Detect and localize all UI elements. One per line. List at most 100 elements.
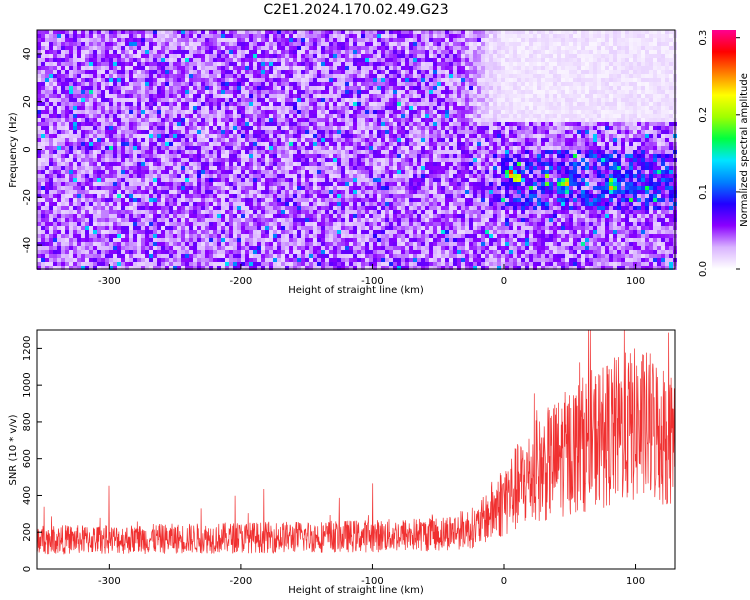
heatmap-cell xyxy=(241,126,245,130)
heatmap-cell xyxy=(625,130,629,134)
heatmap-cell xyxy=(597,130,601,134)
heatmap-cell xyxy=(61,66,65,70)
heatmap-cell xyxy=(45,30,49,34)
heatmap-cell xyxy=(53,138,57,142)
heatmap-cell xyxy=(553,146,557,150)
heatmap-cell xyxy=(469,102,473,106)
heatmap-cell xyxy=(269,118,273,122)
heatmap-cell xyxy=(625,82,629,86)
heatmap-cell xyxy=(245,30,249,34)
heatmap-cell xyxy=(465,110,469,114)
heatmap-cell xyxy=(133,154,137,158)
heatmap-cell xyxy=(389,86,393,90)
heatmap-cell xyxy=(313,126,317,130)
heatmap-cell xyxy=(113,134,117,138)
heatmap-cell xyxy=(461,114,465,118)
heatmap-cell xyxy=(645,58,649,62)
heatmap-cell xyxy=(345,46,349,50)
heatmap-cell xyxy=(521,74,525,78)
heatmap-cell xyxy=(81,42,85,46)
heatmap-cell xyxy=(93,86,97,90)
heatmap-cell xyxy=(37,30,41,34)
heatmap-cell xyxy=(665,150,669,154)
heatmap-cell xyxy=(337,74,341,78)
heatmap-cell xyxy=(597,86,601,90)
heatmap-cell xyxy=(273,122,277,126)
heatmap-cell xyxy=(137,98,141,102)
heatmap-cell xyxy=(597,118,601,122)
heatmap-cell xyxy=(613,82,617,86)
heatmap-cell xyxy=(605,30,609,34)
heatmap-cell xyxy=(45,146,49,150)
heatmap-cell xyxy=(341,38,345,42)
heatmap-cell xyxy=(653,138,657,142)
heatmap-cell xyxy=(641,110,645,114)
heatmap-cell xyxy=(497,78,501,82)
heatmap-cell xyxy=(609,86,613,90)
heatmap-cell xyxy=(305,90,309,94)
heatmap-cell xyxy=(189,38,193,42)
heatmap-cell xyxy=(141,90,145,94)
heatmap-cell xyxy=(101,70,105,74)
heatmap-cell xyxy=(245,106,249,110)
heatmap-cell xyxy=(277,30,281,34)
heatmap-cell xyxy=(469,34,473,38)
heatmap-cell xyxy=(201,38,205,42)
heatmap-cell xyxy=(181,70,185,74)
heatmap-cell xyxy=(641,146,645,150)
heatmap-cell xyxy=(109,138,113,142)
heatmap-cell xyxy=(353,102,357,106)
heatmap-cell xyxy=(321,78,325,82)
heatmap-cell xyxy=(649,130,653,134)
heatmap-cell xyxy=(269,70,273,74)
heatmap-cell xyxy=(65,90,69,94)
heatmap-cell xyxy=(373,126,377,130)
heatmap-cell xyxy=(601,122,605,126)
heatmap-cell xyxy=(213,74,217,78)
heatmap-cell xyxy=(645,122,649,126)
heatmap-cell xyxy=(149,154,153,158)
heatmap-cell xyxy=(521,126,525,130)
heatmap-cell xyxy=(301,98,305,102)
heatmap-cell xyxy=(421,98,425,102)
heatmap-cell xyxy=(309,134,313,138)
heatmap-cell xyxy=(473,106,477,110)
heatmap-cell xyxy=(609,134,613,138)
heatmap-cell xyxy=(385,146,389,150)
heatmap-cell xyxy=(625,54,629,58)
heatmap-cell xyxy=(585,54,589,58)
heatmap-cell xyxy=(65,66,69,70)
heatmap-cell xyxy=(561,98,565,102)
heatmap-cell xyxy=(425,94,429,98)
heatmap-cell xyxy=(545,122,549,126)
heatmap-cell xyxy=(629,122,633,126)
heatmap-cell xyxy=(533,74,537,78)
heatmap-cell xyxy=(577,114,581,118)
heatmap-cell xyxy=(633,78,637,82)
heatmap-cell xyxy=(37,122,41,126)
heatmap-cell xyxy=(621,142,625,146)
heatmap-cell xyxy=(205,126,209,130)
heatmap-cell xyxy=(401,110,405,114)
heatmap-cell xyxy=(437,86,441,90)
heatmap-cell xyxy=(137,70,141,74)
heatmap-cell xyxy=(161,42,165,46)
heatmap-cell xyxy=(97,46,101,50)
heatmap-cell xyxy=(173,118,177,122)
heatmap-cell xyxy=(457,70,461,74)
heatmap-cell xyxy=(509,102,513,106)
heatmap-cell xyxy=(125,78,129,82)
heatmap-cell xyxy=(481,34,485,38)
heatmap-cell xyxy=(329,106,333,110)
heatmap-cell xyxy=(457,46,461,50)
heatmap-cell xyxy=(185,102,189,106)
heatmap-cell xyxy=(617,134,621,138)
heatmap-cell xyxy=(149,62,153,66)
heatmap-cell xyxy=(225,102,229,106)
heatmap-cell xyxy=(341,50,345,54)
heatmap-cell xyxy=(637,30,641,34)
heatmap-cell xyxy=(469,46,473,50)
heatmap-cell xyxy=(457,134,461,138)
heatmap-cell xyxy=(525,66,529,70)
heatmap-cell xyxy=(469,90,473,94)
